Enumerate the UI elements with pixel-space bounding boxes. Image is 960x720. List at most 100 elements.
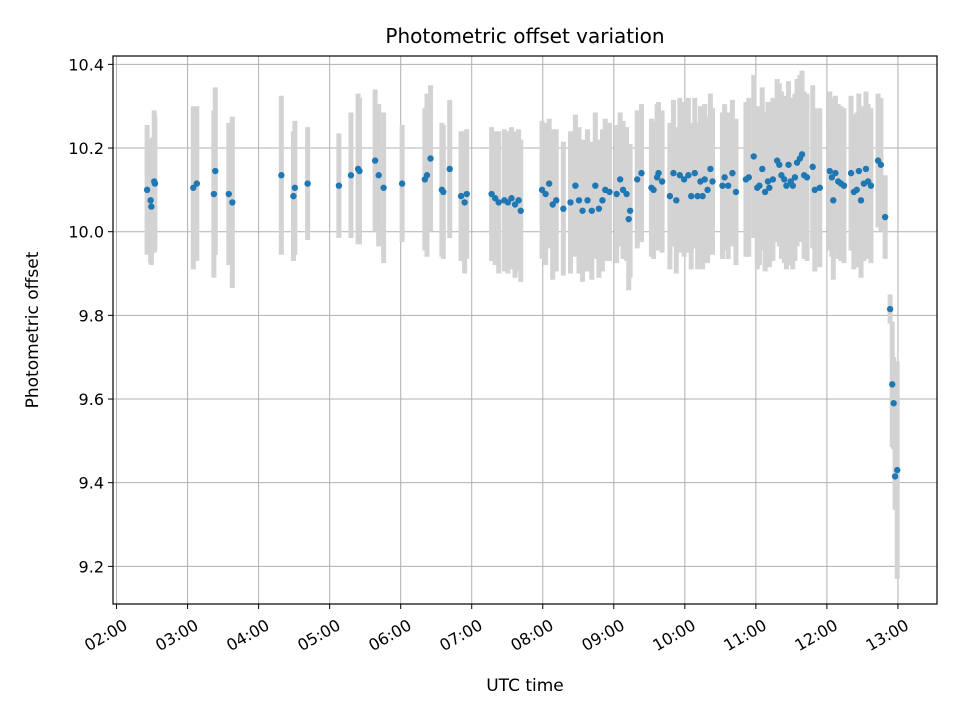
data-point bbox=[721, 174, 728, 181]
y-tick-label: 10.4 bbox=[68, 55, 104, 74]
data-point bbox=[809, 163, 816, 171]
data-point bbox=[371, 157, 379, 164]
data-point bbox=[542, 190, 549, 198]
data-point bbox=[595, 205, 603, 212]
data-point bbox=[515, 197, 522, 204]
data-point bbox=[212, 167, 219, 175]
data-point bbox=[719, 182, 726, 189]
data-point bbox=[488, 190, 495, 198]
data-point bbox=[210, 190, 218, 198]
data-point bbox=[655, 169, 662, 177]
data-point bbox=[398, 180, 406, 187]
data-point bbox=[623, 190, 630, 198]
y-tick-label: 9.8 bbox=[79, 306, 104, 325]
data-point bbox=[147, 197, 154, 204]
data-point bbox=[783, 182, 790, 189]
data-point bbox=[699, 192, 706, 200]
y-tick-label: 10.2 bbox=[68, 139, 104, 158]
data-point bbox=[707, 165, 714, 173]
data-point bbox=[691, 169, 698, 177]
data-point bbox=[826, 167, 833, 175]
data-point bbox=[575, 197, 583, 204]
data-point bbox=[427, 155, 434, 162]
data-point bbox=[291, 184, 299, 191]
data-point bbox=[495, 199, 502, 206]
data-point bbox=[750, 153, 757, 160]
data-point bbox=[508, 195, 515, 202]
data-point bbox=[592, 182, 599, 189]
data-point bbox=[599, 197, 606, 204]
data-point bbox=[886, 305, 894, 313]
data-point bbox=[511, 201, 519, 208]
data-point bbox=[781, 176, 788, 183]
data-point bbox=[764, 178, 772, 185]
data-point bbox=[638, 169, 645, 177]
data-point bbox=[877, 161, 885, 168]
data-point bbox=[356, 167, 363, 175]
data-point bbox=[446, 165, 453, 173]
data-point bbox=[616, 176, 624, 183]
data-point bbox=[290, 192, 297, 200]
data-point bbox=[680, 176, 688, 183]
data-point bbox=[776, 161, 783, 168]
data-point bbox=[613, 190, 620, 198]
chart-title: Photometric offset variation bbox=[385, 24, 664, 48]
data-point bbox=[830, 197, 837, 204]
data-point bbox=[867, 182, 875, 189]
data-point bbox=[461, 199, 468, 206]
data-point bbox=[143, 186, 151, 194]
data-point bbox=[756, 182, 763, 189]
data-point bbox=[193, 180, 201, 187]
data-point bbox=[545, 180, 553, 187]
data-point bbox=[709, 178, 716, 185]
data-point bbox=[688, 192, 695, 200]
data-point bbox=[811, 186, 819, 194]
y-tick-label: 9.2 bbox=[79, 557, 104, 576]
data-point bbox=[560, 205, 567, 212]
data-point bbox=[676, 172, 684, 179]
data-point bbox=[650, 186, 657, 194]
data-point bbox=[658, 178, 666, 185]
data-point bbox=[855, 167, 863, 175]
data-point bbox=[761, 188, 769, 196]
data-point bbox=[151, 180, 159, 187]
data-point bbox=[828, 174, 836, 181]
data-point bbox=[853, 186, 860, 194]
data-point bbox=[380, 184, 387, 191]
data-point bbox=[567, 199, 574, 206]
data-point bbox=[803, 174, 811, 181]
data-point bbox=[785, 161, 792, 168]
data-point bbox=[584, 197, 591, 204]
data-point bbox=[666, 192, 674, 200]
data-point bbox=[304, 180, 311, 187]
y-tick-label: 9.4 bbox=[79, 474, 104, 493]
data-point bbox=[553, 197, 560, 204]
grid-layer bbox=[113, 56, 937, 604]
data-point bbox=[816, 184, 823, 191]
data-point bbox=[729, 169, 736, 177]
data-point bbox=[701, 176, 708, 183]
data-point bbox=[619, 186, 627, 194]
data-point bbox=[890, 400, 897, 407]
data-point bbox=[278, 172, 285, 179]
data-point bbox=[840, 182, 848, 189]
data-point bbox=[491, 195, 499, 202]
data-point bbox=[572, 182, 579, 189]
data-point bbox=[891, 473, 899, 480]
data-point bbox=[625, 215, 632, 223]
data-point bbox=[791, 174, 799, 181]
data-point bbox=[881, 213, 889, 221]
data-point bbox=[606, 188, 613, 196]
data-point bbox=[579, 207, 586, 214]
y-axis-label: Photometric offset bbox=[23, 251, 43, 408]
data-point bbox=[789, 182, 796, 189]
data-point bbox=[745, 174, 752, 181]
x-axis-label: UTC time bbox=[486, 676, 564, 696]
data-point bbox=[670, 169, 677, 177]
data-point bbox=[440, 188, 447, 196]
data-point bbox=[375, 172, 382, 179]
data-point bbox=[847, 169, 855, 177]
data-point bbox=[549, 201, 556, 208]
data-point bbox=[626, 207, 634, 214]
data-point bbox=[634, 176, 641, 183]
